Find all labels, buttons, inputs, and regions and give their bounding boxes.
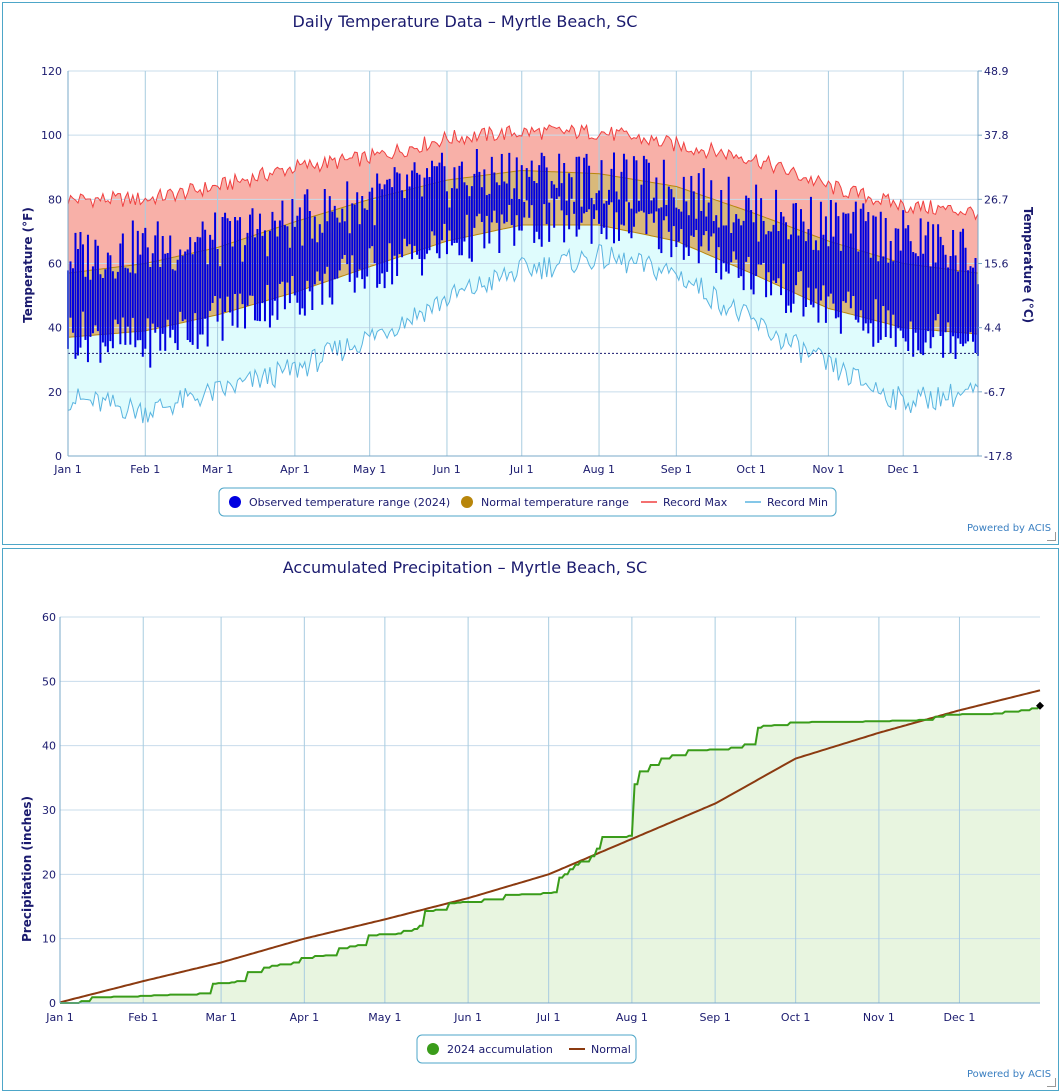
precipitation-chart: Accumulated Precipitation – Myrtle Beach…	[20, 558, 1044, 1064]
temperature-x-tick-label: Jun 1	[432, 463, 461, 476]
temperature-y-tick-label-celsius: 37.8	[984, 129, 1009, 142]
temperature-x-tick-label: Dec 1	[887, 463, 919, 476]
temperature-x-tick-label: May 1	[353, 463, 386, 476]
precip-legend-label: 2024 accumulation	[447, 1043, 553, 1056]
resize-handle[interactable]	[1047, 1078, 1056, 1087]
temperature-y-tick-label-celsius: -17.8	[984, 450, 1012, 463]
temperature-y-tick-label: 20	[48, 386, 62, 399]
temperature-legend[interactable]: Observed temperature range (2024) Normal …	[218, 487, 837, 517]
record-max-line	[67, 123, 979, 221]
precip-y-tick-label: 60	[42, 611, 56, 624]
temperature-chart-panel: Daily Temperature Data – Myrtle Beach, S…	[2, 2, 1059, 545]
temperature-chart: Daily Temperature Data – Myrtle Beach, S…	[21, 12, 1035, 517]
accumulation-fill	[60, 705, 1040, 1003]
precip-x-tick-label: May 1	[368, 1011, 401, 1024]
accumulation-end-marker	[1036, 701, 1044, 710]
precip-x-tick-label: Sep 1	[700, 1011, 731, 1024]
precip-x-tick-label: Mar 1	[205, 1011, 236, 1024]
temperature-y-tick-label: 100	[41, 129, 62, 142]
precip-x-tick-label: Aug 1	[616, 1011, 648, 1024]
precip-x-tick-label: Apr 1	[290, 1011, 320, 1024]
precipitation-chart-title: Accumulated Precipitation – Myrtle Beach…	[283, 558, 647, 577]
temperature-legend-box	[218, 487, 837, 517]
precip-y-tick-label: 20	[42, 868, 56, 881]
precipitation-y-axis-label: Precipitation (inches)	[20, 796, 34, 942]
temperature-x-tick-label: Aug 1	[583, 463, 615, 476]
precipitation-plot-area: 0 10 20 30 40 50 60 Jan 1 Feb 1 Mar 1 Apr 1 May 1 Ju…	[42, 611, 1044, 1024]
record-max-band	[68, 125, 978, 274]
temperature-x-tick-label: Oct 1	[736, 463, 766, 476]
temperature-y-tick-label-celsius: 4.4	[984, 322, 1002, 335]
precip-x-tick-label: Oct 1	[781, 1011, 811, 1024]
temperature-plot-area: 0 -17.8 20 -6.7 40 4.4 60 15.6 80 26.7 100 37.8 120 4…	[41, 65, 1012, 476]
temperature-y-tick-label: 60	[48, 258, 62, 271]
precip-x-tick-label: Jun 1	[453, 1011, 482, 1024]
temperature-x-tick-label: Mar 1	[202, 463, 233, 476]
legend-marker	[461, 496, 473, 508]
legend-marker	[229, 496, 241, 508]
powered-by-acis-link[interactable]: Powered by ACIS	[967, 523, 1052, 534]
precipitation-legend[interactable]: 2024 accumulation Normal	[416, 1034, 637, 1064]
temperature-y-tick-label-celsius: 48.9	[984, 65, 1009, 78]
temperature-chart-title: Daily Temperature Data – Myrtle Beach, S…	[293, 12, 638, 31]
temperature-y-axis-label-left: Temperature (°F)	[21, 207, 35, 323]
temperature-y-tick-label-celsius: -6.7	[984, 386, 1005, 399]
temperature-x-tick-label: Jan 1	[53, 463, 81, 476]
temperature-x-tick-label: Jul 1	[509, 463, 534, 476]
legend-marker	[427, 1043, 439, 1055]
accumulation-line	[60, 705, 1041, 1004]
temperature-y-tick-label: 80	[48, 193, 62, 206]
precip-legend-box	[416, 1034, 637, 1064]
normal-precip-line	[59, 689, 1041, 1004]
precip-y-tick-label: 0	[49, 997, 56, 1010]
temperature-legend-label: Record Max	[663, 496, 728, 509]
precip-y-tick-label: 40	[42, 740, 56, 753]
precip-x-tick-label: Jul 1	[536, 1011, 561, 1024]
precip-y-tick-label: 30	[42, 804, 56, 817]
precip-x-tick-label: Nov 1	[863, 1011, 895, 1024]
temperature-legend-label: Record Min	[767, 496, 828, 509]
temperature-x-tick-label: Nov 1	[812, 463, 844, 476]
temperature-y-tick-label: 40	[48, 322, 62, 335]
temperature-legend-label: Normal temperature range	[481, 496, 629, 509]
temperature-x-tick-label: Feb 1	[130, 463, 160, 476]
temperature-x-tick-label: Apr 1	[280, 463, 310, 476]
temperature-x-tick-label: Sep 1	[661, 463, 692, 476]
precip-x-tick-label: Dec 1	[944, 1011, 976, 1024]
record-min-line	[67, 243, 979, 424]
temperature-y-axis-label-right: Temperature (°C)	[1021, 207, 1035, 323]
precip-y-tick-label: 50	[42, 675, 56, 688]
temperature-y-tick-label: 0	[55, 450, 62, 463]
temperature-legend-label: Observed temperature range (2024)	[249, 496, 450, 509]
powered-by-acis-link[interactable]: Powered by ACIS	[967, 1069, 1052, 1080]
precip-y-tick-label: 10	[42, 933, 56, 946]
precip-x-tick-label: Feb 1	[128, 1011, 158, 1024]
precip-legend-label: Normal	[591, 1043, 631, 1056]
resize-handle[interactable]	[1047, 532, 1056, 541]
temperature-y-tick-label-celsius: 26.7	[984, 193, 1009, 206]
temperature-y-tick-label-celsius: 15.6	[984, 258, 1009, 271]
precipitation-chart-panel: Accumulated Precipitation – Myrtle Beach…	[2, 548, 1059, 1091]
precip-x-tick-label: Jan 1	[45, 1011, 73, 1024]
temperature-y-tick-label: 120	[41, 65, 62, 78]
